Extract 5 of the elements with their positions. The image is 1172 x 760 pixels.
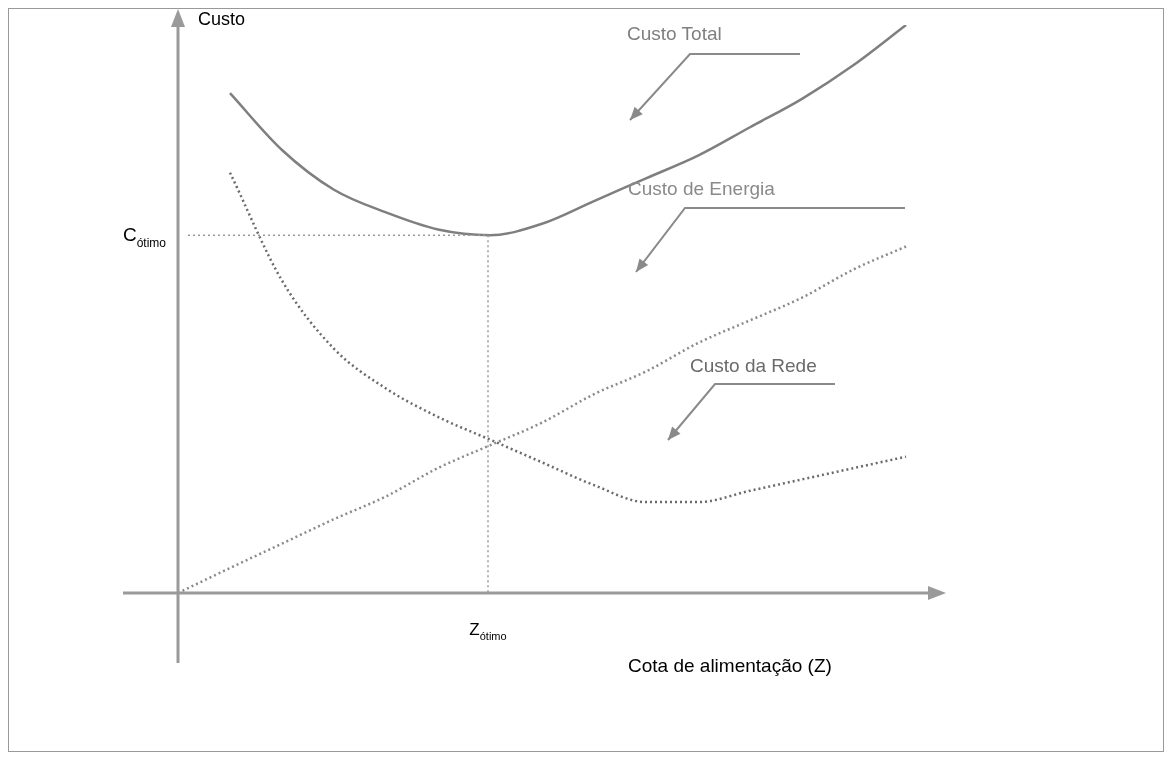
y-axis-title: Custo: [198, 9, 246, 29]
text: Custo da Rede: [690, 355, 817, 376]
x-axis-title: Cota de alimentação (Z): [628, 655, 832, 676]
text: Custo de Energia: [628, 178, 776, 199]
text: Custo Total: [627, 23, 722, 44]
